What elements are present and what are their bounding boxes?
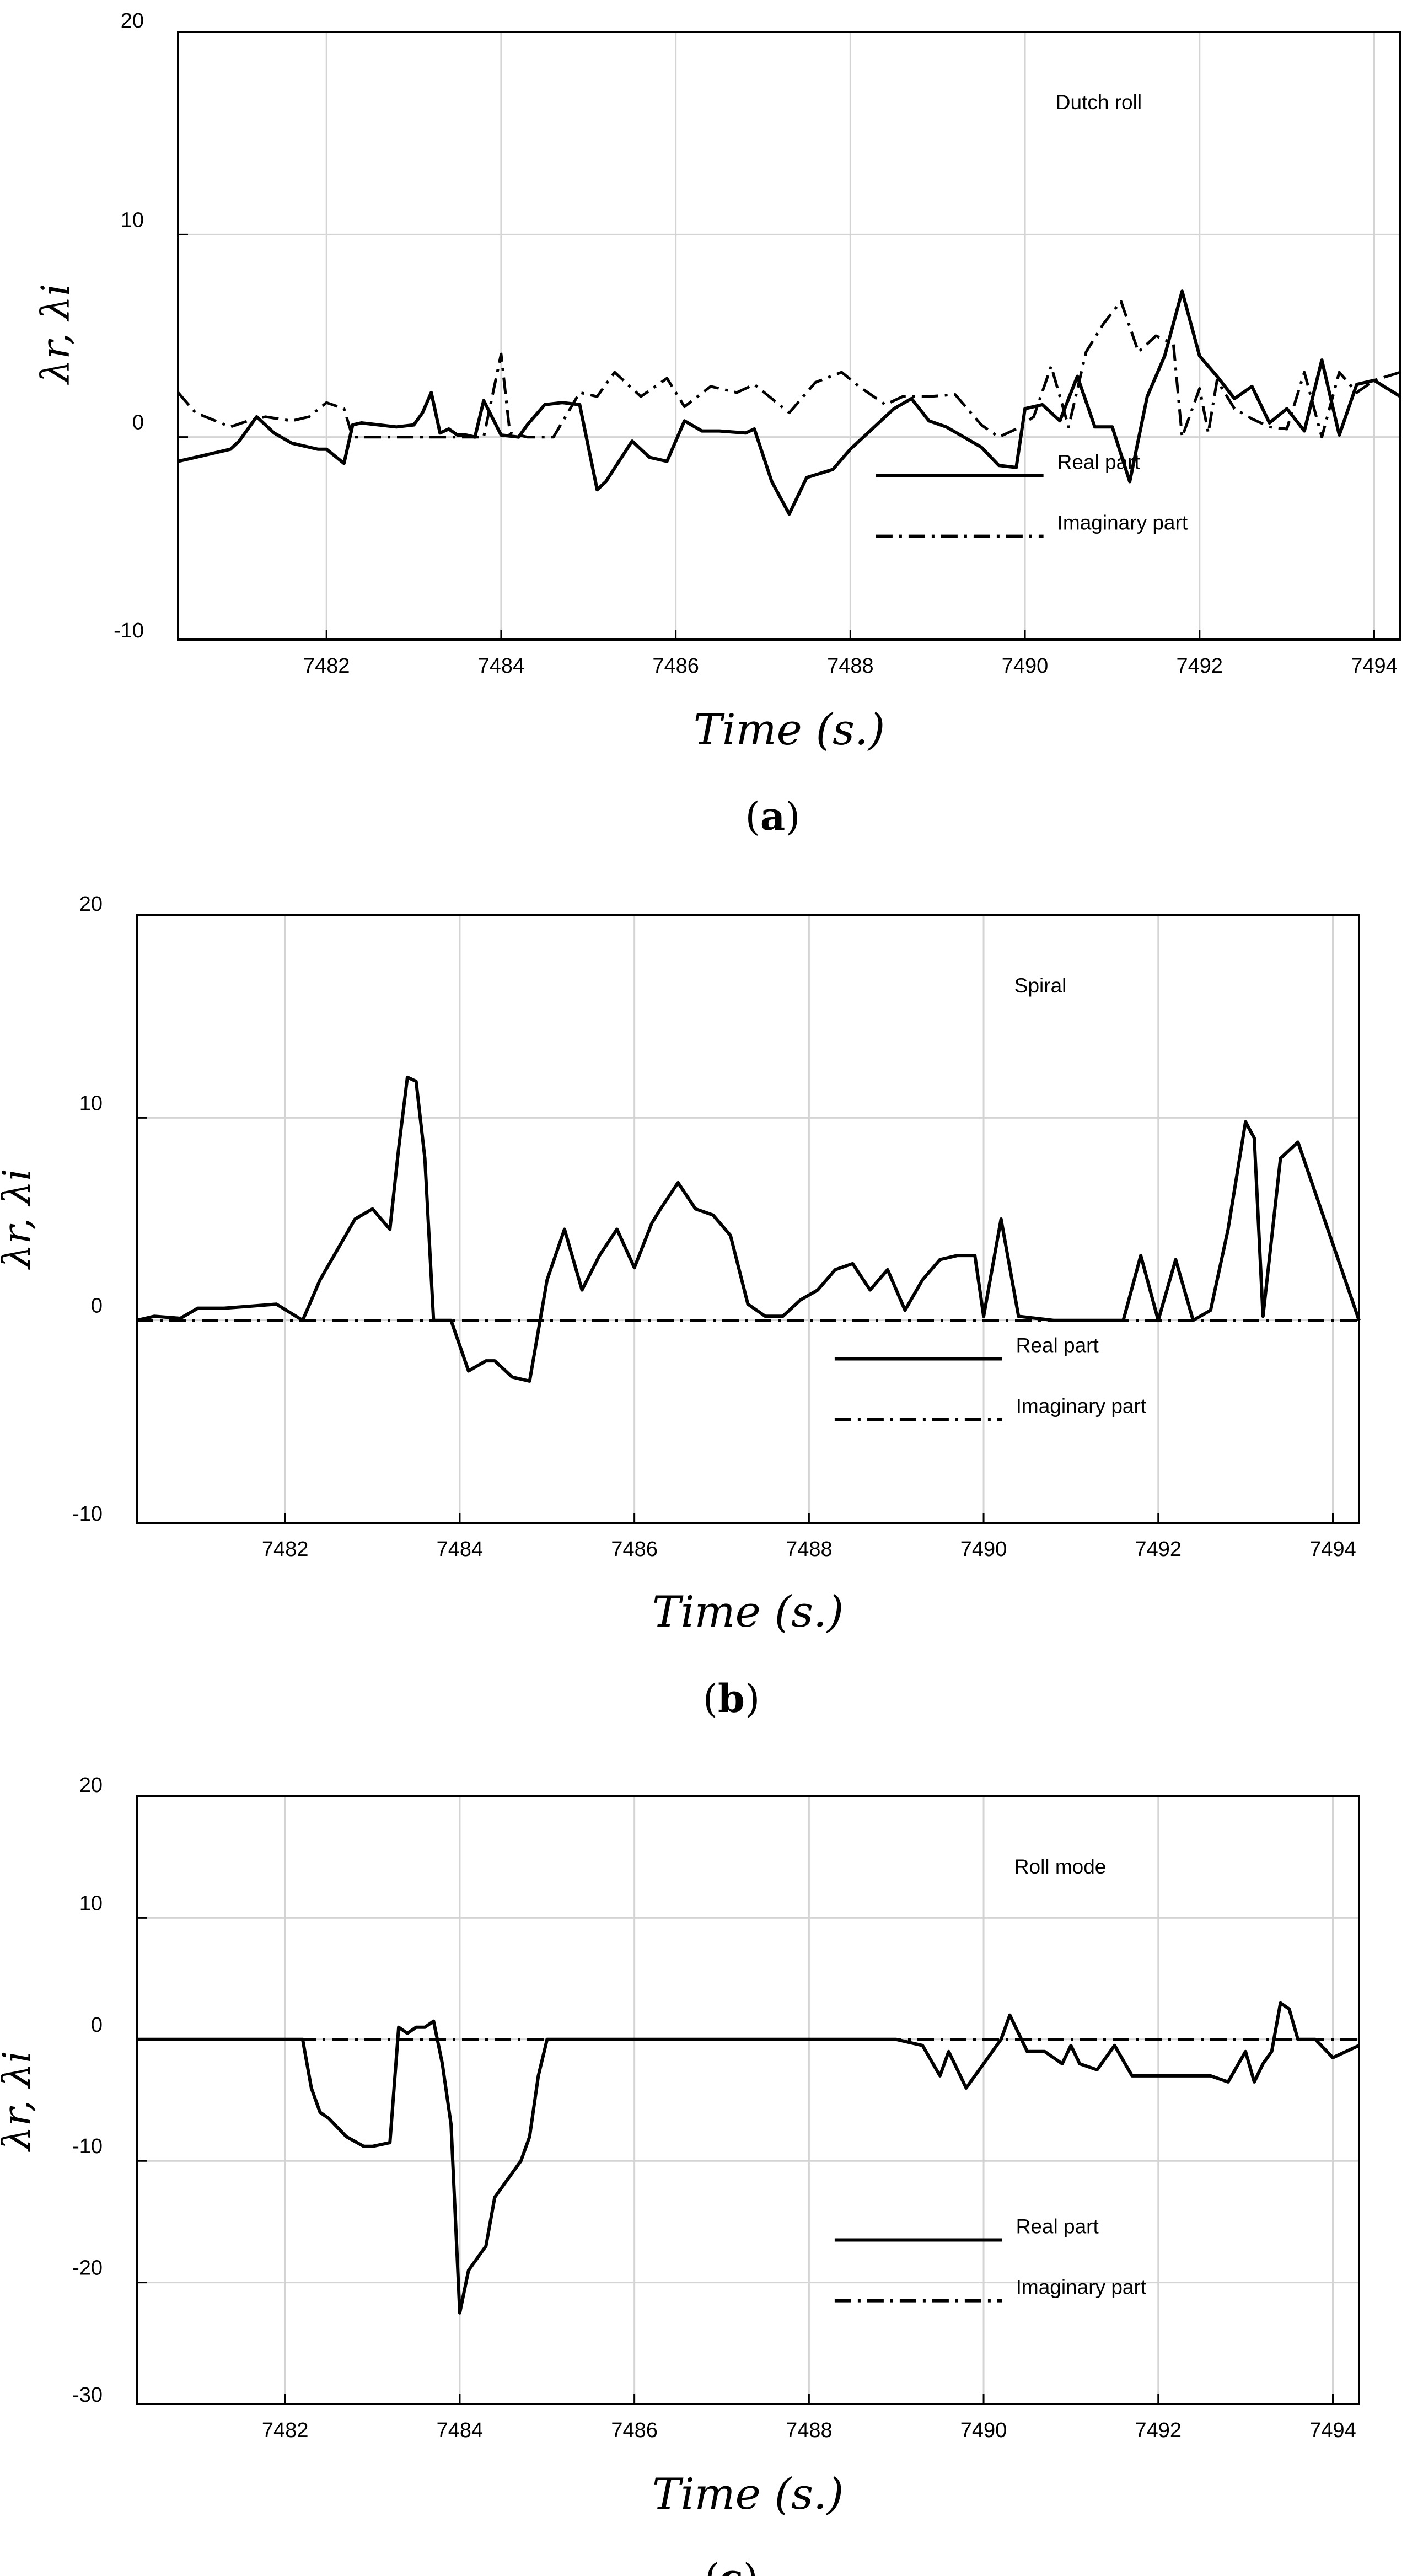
- y-tick-label: -10: [114, 619, 144, 642]
- panel-caption-letter: b: [718, 1676, 745, 1721]
- y-tick-label: 0: [91, 1295, 103, 1318]
- x-tick-label: 7494: [1351, 654, 1398, 678]
- x-tick-label: 7490: [960, 2419, 1007, 2442]
- x-tick-label: 7488: [786, 1538, 833, 1561]
- x-tick-label: 7484: [437, 2419, 484, 2442]
- y-tick-label: -20: [72, 2257, 103, 2280]
- x-tick-label: 7492: [1135, 1538, 1182, 1561]
- y-tick-label: 10: [121, 208, 144, 232]
- panel-caption-letter: c: [719, 2555, 743, 2576]
- panel-caption: (b): [703, 1676, 760, 1721]
- x-tick-label: 7482: [303, 654, 350, 678]
- x-tick-label: 7484: [437, 1538, 484, 1561]
- y-tick-label: 0: [132, 411, 144, 434]
- y-tick-label: -10: [72, 1502, 103, 1526]
- y-tick-label: -30: [72, 2384, 103, 2407]
- x-tick-label: 7484: [478, 654, 525, 678]
- x-axis-label: Time (s.): [652, 1587, 844, 1637]
- y-axis-label: λr, λi: [0, 1168, 40, 1270]
- y-tick-label: 20: [79, 893, 103, 916]
- x-tick-label: 7492: [1177, 654, 1223, 678]
- panel-caption: (c): [705, 2555, 758, 2576]
- x-tick-label: 7494: [1309, 1538, 1356, 1561]
- series-line-imaginary: [177, 300, 1401, 439]
- y-tick-label: 0: [91, 2014, 103, 2037]
- y-tick-label: 20: [121, 9, 144, 33]
- x-tick-label: 7482: [262, 2419, 309, 2442]
- x-tick-label: 7486: [652, 654, 699, 678]
- panel-a: 7482 7484 7486 7488 7490 7492 7494 -10 0 10 20 Real…: [33, 9, 1401, 839]
- legend-label-real: Real part: [1016, 1334, 1099, 1356]
- y-tick-label: -10: [72, 2135, 103, 2158]
- mode-annotation: Spiral: [1014, 974, 1067, 997]
- series-line-real: [136, 1075, 1361, 1383]
- legend-label-imaginary: Imaginary part: [1057, 512, 1188, 534]
- legend-label-imaginary: Imaginary part: [1016, 2276, 1147, 2299]
- x-tick-label: 7490: [1002, 654, 1049, 678]
- legend-label-real: Real part: [1057, 450, 1141, 473]
- panel-c: 7482 7484 7486 7488 7490 7492 7494 -30 -20 -10 0 10…: [0, 1774, 1360, 2576]
- y-tick-label: 10: [79, 1092, 103, 1115]
- x-axis-label: Time (s.): [652, 2470, 844, 2519]
- x-tick-label: 7490: [960, 1538, 1007, 1561]
- legend-label-real: Real part: [1016, 2215, 1099, 2237]
- legend-label-imaginary: Imaginary part: [1016, 1395, 1147, 1418]
- y-axis-label: λr, λi: [33, 283, 78, 385]
- panel-caption: (a): [745, 793, 801, 839]
- x-tick-label: 7488: [827, 654, 874, 678]
- y-tick-label: 10: [79, 1892, 103, 1915]
- x-axis-label: Time (s.): [694, 705, 885, 755]
- mode-annotation: Roll mode: [1014, 1855, 1107, 1878]
- x-tick-label: 7482: [262, 1538, 309, 1561]
- plot-frame: [177, 31, 1401, 641]
- series-line-real: [137, 2001, 1360, 2315]
- x-tick-label: 7488: [786, 2419, 833, 2442]
- panel-b: 7482 7484 7486 7488 7490 7492 7494 -10 0 10 20 Real…: [0, 893, 1361, 1721]
- x-tick-label: 7492: [1135, 2419, 1182, 2442]
- x-tick-label: 7494: [1309, 2419, 1356, 2442]
- y-tick-label: 20: [79, 1774, 103, 1797]
- mode-annotation: Dutch roll: [1056, 91, 1142, 114]
- x-tick-label: 7486: [611, 2419, 658, 2442]
- panel-caption-letter: a: [760, 793, 785, 839]
- x-tick-label: 7486: [611, 1538, 658, 1561]
- y-axis-label: λr, λi: [0, 2051, 40, 2152]
- plot-frame: [136, 1795, 1360, 2405]
- plot-frame: [136, 914, 1360, 1524]
- series-line-real: [178, 289, 1401, 516]
